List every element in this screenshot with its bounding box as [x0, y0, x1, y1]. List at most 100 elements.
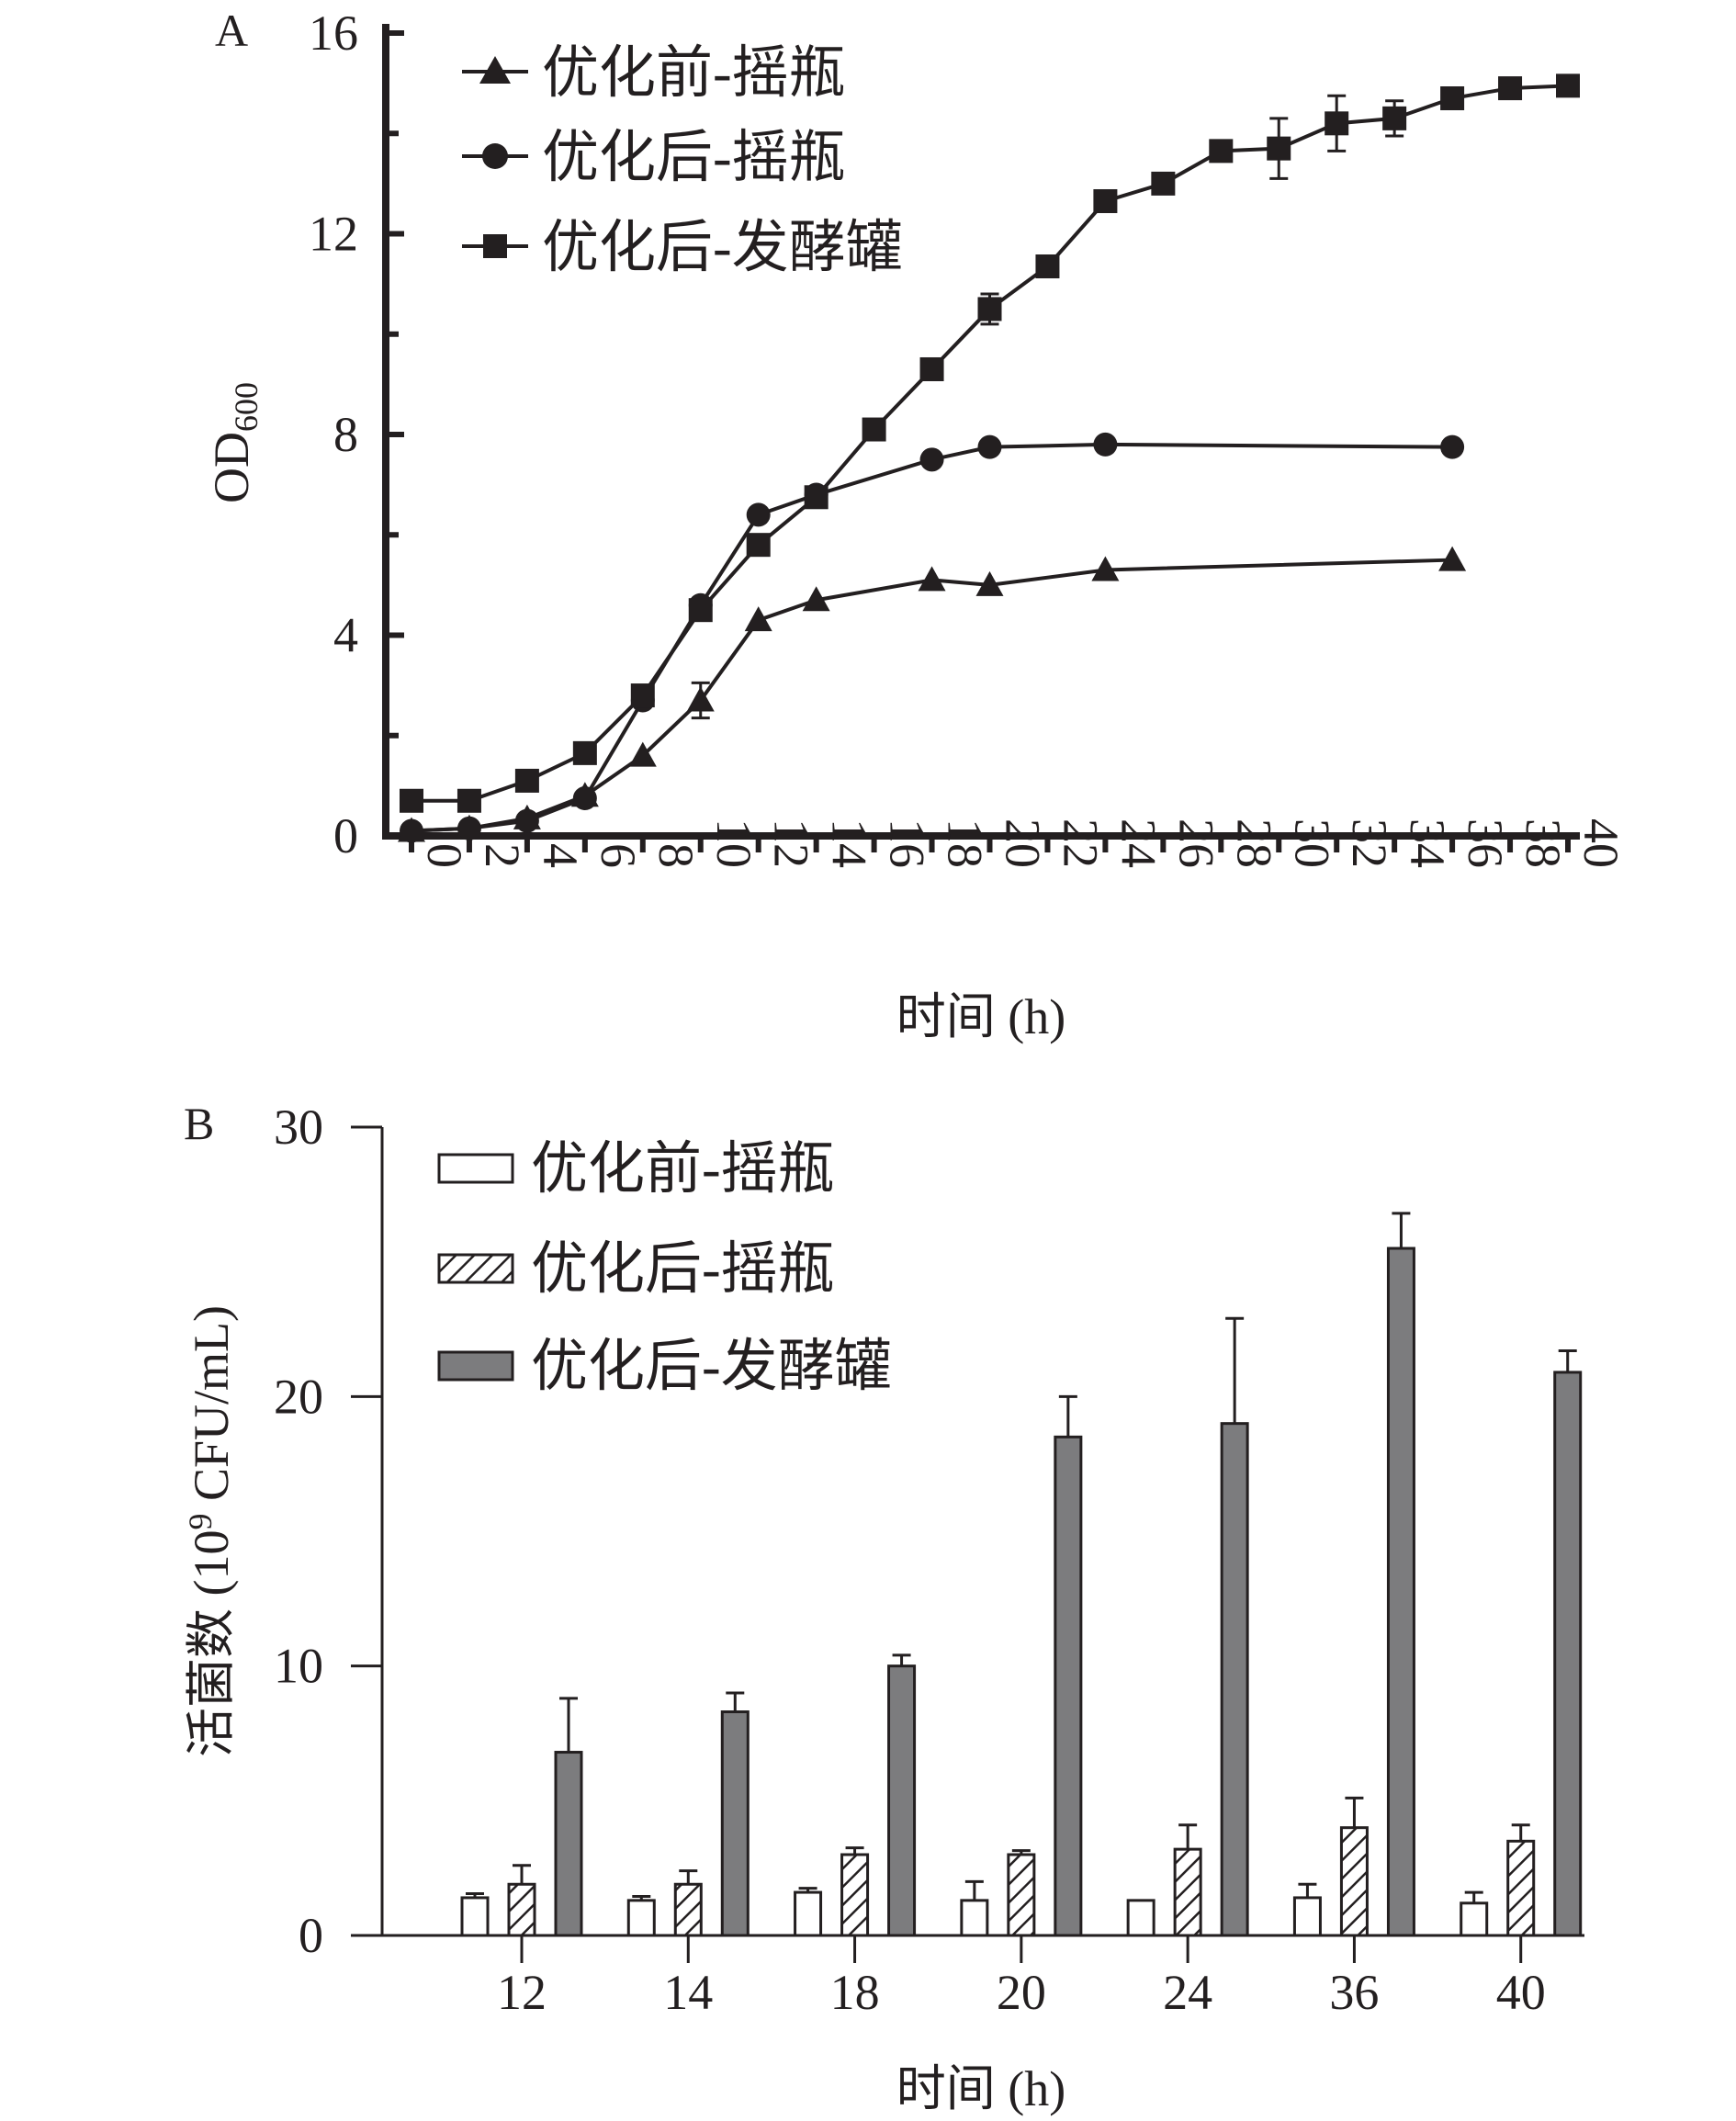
- data-point-square: [1382, 106, 1407, 130]
- panel-a-y-ticks: 0 4 8 12 16: [309, 6, 404, 863]
- legend-a-label-1: 优化后-摇瓶: [542, 127, 846, 189]
- legend-b-label-0: 优化前-摇瓶: [531, 1138, 835, 1201]
- data-point-circle: [514, 808, 539, 833]
- panel-a-letter: A: [215, 5, 248, 56]
- x-tick-label: 38: [1516, 818, 1571, 868]
- data-point-triangle: [918, 566, 946, 592]
- data-point-circle: [457, 816, 481, 841]
- bar-gray: [887, 1664, 917, 1937]
- x-tick-label: 36: [1329, 1965, 1379, 2020]
- x-tick-label: 40: [1573, 818, 1629, 868]
- x-tick-label: 0: [417, 843, 472, 868]
- panel-b-x-ticks: 12 14 18 20 24 36 40: [497, 1935, 1546, 2020]
- legend-b-swatch-hatched: [437, 1253, 514, 1284]
- bar-hatched: [1173, 1847, 1202, 1937]
- legend-a-item-0: 优化前-摇瓶: [462, 42, 846, 105]
- legend-b-label-2: 优化后-发酵罐: [531, 1336, 892, 1398]
- bar-gray: [554, 1751, 583, 1937]
- x-tick-label: 4: [533, 843, 588, 868]
- data-point-square: [862, 417, 886, 442]
- x-tick-label: 22: [1053, 818, 1108, 868]
- data-point-square: [977, 297, 1002, 322]
- bar-gray: [1220, 1422, 1249, 1937]
- x-tick-label: 18: [938, 818, 993, 868]
- x-tick-label: 24: [1110, 818, 1166, 868]
- y-tick-label: 10: [274, 1639, 323, 1694]
- data-point-circle: [977, 434, 1002, 459]
- x-tick-label: 2: [475, 843, 530, 868]
- panel-b-legend: 优化前-摇瓶 优化后-摇瓶 优化后-发酵罐: [437, 1138, 892, 1398]
- data-point-triangle: [1438, 546, 1467, 571]
- panel-a-x-ticks: 0 2 4 6 8 10 12 14 16 18 20 22 24 26 28 30 32 34 36 38 40: [409, 818, 1629, 868]
- legend-b-item-0: 优化前-摇瓶: [437, 1138, 835, 1201]
- data-point-square: [572, 740, 597, 765]
- panel-a-y-axis-title: OD600: [204, 382, 265, 503]
- data-point-square: [1267, 136, 1291, 161]
- data-point-triangle: [686, 686, 715, 712]
- legend-a-label-0: 优化前-摇瓶: [542, 42, 846, 105]
- x-tick-label: 34: [1400, 818, 1455, 868]
- x-tick-label: 40: [1496, 1965, 1546, 2020]
- panel-b-y-ticks: 0 10 20 30: [274, 1100, 382, 1963]
- bar-gray: [1054, 1435, 1083, 1937]
- legend-b-label-1: 优化后-摇瓶: [531, 1238, 835, 1301]
- legend-b-item-2: 优化后-发酵罐: [437, 1336, 892, 1398]
- bar-white: [460, 1896, 490, 1937]
- bar-gray: [720, 1710, 750, 1937]
- bar-white: [1126, 1899, 1155, 1937]
- data-point-circle: [1440, 434, 1465, 459]
- data-point-square: [688, 598, 713, 623]
- y-tick-label: 8: [333, 407, 358, 462]
- x-tick-label: 32: [1342, 818, 1397, 868]
- data-point-square: [746, 533, 771, 558]
- panel-b-y-axis-title: 活菌数 (109 CFU/mL): [182, 1305, 239, 1757]
- data-point-circle: [400, 818, 423, 843]
- data-point-circle: [572, 786, 597, 811]
- series-line-circle: [411, 442, 1453, 833]
- panel-b-letter: B: [184, 1098, 214, 1149]
- y-tick-label: 16: [309, 6, 358, 61]
- legend-a-triangle-marker: [479, 56, 511, 84]
- panel-b-bars: [460, 1212, 1583, 1937]
- y-tick-label: 12: [309, 207, 358, 262]
- x-tick-label: 20: [996, 818, 1051, 868]
- data-point-triangle: [744, 606, 772, 632]
- x-tick-label: 28: [1226, 818, 1281, 868]
- legend-a-item-1: 优化后-摇瓶: [462, 127, 846, 189]
- panel-b: B 0 10 20 30 12 14 18 20 24 36 40 活菌数 (109 CFU/mL…: [182, 1098, 1584, 2116]
- legend-a-label-2: 优化后-发酵罐: [542, 217, 903, 279]
- y-tick-label: 30: [274, 1100, 323, 1155]
- data-point-square: [1151, 171, 1176, 196]
- legend-b-swatch-open: [437, 1153, 514, 1184]
- data-point-square: [457, 788, 481, 813]
- data-point-square: [919, 356, 944, 381]
- y-tick-label: 4: [333, 608, 358, 663]
- data-point-square: [1325, 111, 1349, 136]
- bar-white: [1460, 1901, 1489, 1937]
- bar-gray: [1553, 1371, 1583, 1937]
- data-point-square: [804, 485, 829, 510]
- panel-a-legend: 优化前-摇瓶 优化后-摇瓶 优化后-发酵罐: [462, 42, 903, 279]
- data-point-circle: [746, 502, 771, 527]
- y-tick-label: 0: [299, 1908, 323, 1963]
- bar-hatched: [673, 1882, 703, 1937]
- bar-white: [626, 1899, 656, 1937]
- legend-b-swatch-gray: [437, 1350, 514, 1382]
- x-tick-label: 36: [1458, 818, 1513, 868]
- legend-a-item-2: 优化后-发酵罐: [462, 217, 903, 279]
- data-point-square: [1209, 139, 1234, 164]
- bar-white: [1292, 1896, 1322, 1937]
- x-tick-label: 24: [1163, 1965, 1212, 2020]
- data-point-triangle: [975, 570, 1004, 596]
- x-tick-label: 8: [648, 843, 704, 868]
- bar-hatched: [840, 1853, 870, 1937]
- y-tick-label: 20: [274, 1369, 323, 1424]
- x-tick-label: 30: [1284, 818, 1339, 868]
- x-tick-label: 12: [764, 818, 819, 868]
- bar-hatched: [1007, 1853, 1036, 1937]
- bar-hatched: [507, 1882, 536, 1937]
- data-point-triangle: [1091, 556, 1120, 581]
- series-line-triangle: [411, 558, 1453, 833]
